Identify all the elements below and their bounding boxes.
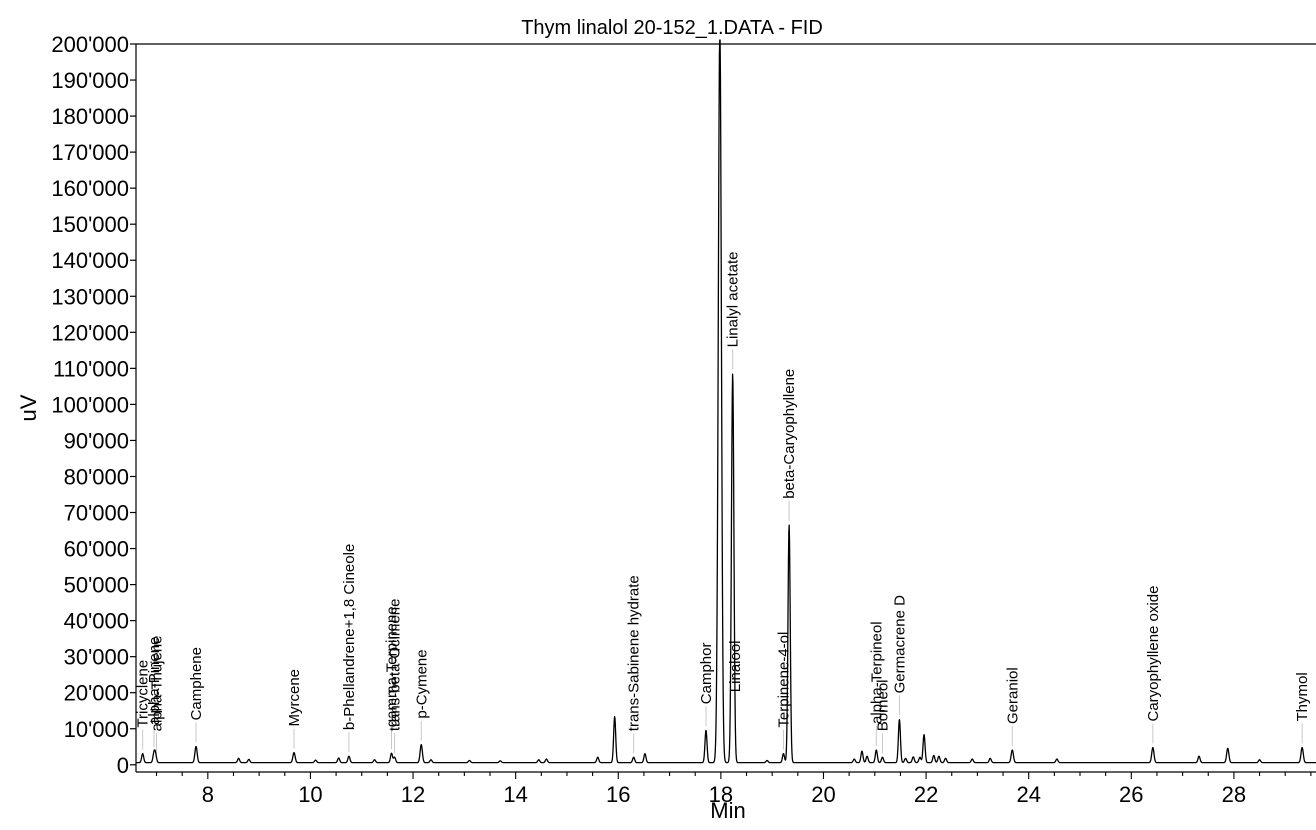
x-tick-label: 24	[1016, 782, 1040, 807]
y-tick-label: 190'000	[51, 68, 129, 93]
y-tick-label: 160'000	[51, 176, 129, 201]
peak-label: Camphene	[188, 647, 205, 720]
y-tick-label: 30'000	[64, 645, 129, 670]
y-tick-label: 110'000	[53, 356, 129, 381]
peak-label: Borneol	[875, 679, 892, 731]
y-tick-label: 50'000	[64, 573, 129, 598]
y-tick-label: 20'000	[64, 681, 129, 706]
peak-label: Myrcene	[286, 669, 303, 727]
peak-label: alpha-Thujene	[149, 635, 166, 731]
chart-title: Thym linalol 20-152_1.DATA - FID	[521, 17, 823, 39]
peak-annotation: Thymol	[1294, 672, 1311, 744]
y-tick-label: 200'000	[51, 32, 129, 57]
y-axis-ticks: 0 10'000 20'000 30'000 40'000 50'000 60'000 70'…	[51, 32, 136, 778]
y-tick-label: 40'000	[64, 609, 129, 634]
y-axis-label: uV	[16, 394, 41, 421]
peak-label: Linalyl acetate	[725, 251, 742, 347]
y-tick-label: 170'000	[51, 140, 129, 165]
peak-annotation: Germacrene D	[891, 595, 908, 716]
x-tick-label: 14	[503, 782, 527, 807]
peak-label: Caryophyllene oxide	[1145, 586, 1162, 722]
peak-label: Linalool	[727, 640, 744, 692]
peak-label: trans-Sabinene hydrate	[626, 575, 643, 731]
x-tick-label: 8	[202, 782, 214, 807]
x-tick-label: 18	[709, 782, 733, 807]
y-tick-label: 130'000	[51, 284, 129, 309]
peak-label: Camphor	[698, 642, 715, 704]
x-tick-label: 26	[1119, 782, 1143, 807]
y-tick-label: 100'000	[51, 392, 129, 417]
x-tick-label: 10	[298, 782, 322, 807]
y-tick-label: 180'000	[51, 104, 129, 129]
peak-annotation: p-Cymene	[413, 649, 430, 741]
plot-frame	[135, 43, 1316, 773]
x-tick-label: 22	[914, 782, 938, 807]
peak-annotation: Myrcene	[286, 669, 303, 749]
y-tick-label: 70'000	[64, 501, 129, 526]
x-tick-label: 16	[606, 782, 630, 807]
peak-annotation: alpha-Pinene	[146, 637, 163, 748]
peak-annotation: alpha-Terpineol	[868, 621, 885, 747]
peak-label: p-Cymene	[413, 649, 430, 718]
y-tick-label: 140'000	[51, 248, 129, 273]
peak-annotation: Caryophyllene oxide	[1145, 586, 1162, 744]
x-axis-ticks: 8 10 12 14 16 18 20 22 24 26 28	[155, 772, 1312, 807]
peak-annotation: Borneol	[875, 679, 892, 754]
peak-annotation: b-Phellandrene+1,8 Cineole	[341, 544, 358, 753]
peak-label: Tricyclene	[135, 660, 152, 728]
peak-annotation: Camphor	[698, 642, 715, 727]
peak-label: Geraniol	[1004, 667, 1021, 724]
peak-annotation: trans-Sabinene hydrate	[626, 575, 643, 754]
peak-label: alpha-Terpineol	[868, 621, 885, 724]
x-tick-label: 28	[1222, 782, 1246, 807]
peak-annotation: Tricyclene	[135, 660, 152, 750]
chromatogram-trace	[135, 39, 1316, 764]
x-tick-label: 20	[811, 782, 835, 807]
peak-label: beta-Caryophyllene	[781, 369, 798, 499]
peak-label: alpha-Pinene	[146, 637, 163, 725]
y-tick-label: 90'000	[64, 428, 129, 453]
y-tick-label: 120'000	[51, 320, 129, 345]
peak-annotation: beta-Caryophyllene	[781, 369, 798, 521]
peak-annotation: Geraniol	[1004, 667, 1021, 747]
y-tick-label: 150'000	[51, 212, 129, 237]
peak-annotation: alpha-Thujene	[149, 635, 166, 754]
y-tick-label: 0	[117, 753, 129, 778]
y-tick-label: 80'000	[64, 464, 129, 489]
peak-label: Thymol	[1294, 672, 1311, 721]
y-tick-label: 60'000	[64, 537, 129, 562]
peak-annotation: Camphene	[188, 647, 205, 743]
peak-label: trans-beta-Ocimene	[387, 599, 404, 732]
peak-label: gamma-Terpinene	[384, 606, 401, 727]
peak-annotation: trans-beta-Ocimene	[387, 599, 404, 754]
peak-label: b-Phellandrene+1,8 Cineole	[341, 544, 358, 730]
x-tick-label: 12	[401, 782, 425, 807]
y-tick-label: 10'000	[64, 717, 129, 742]
peak-annotation: Linalyl acetate	[725, 251, 742, 370]
peak-annotation: gamma-Terpinene	[384, 606, 401, 750]
peak-label: Germacrene D	[891, 595, 908, 694]
x-axis-label: Min	[710, 798, 745, 823]
